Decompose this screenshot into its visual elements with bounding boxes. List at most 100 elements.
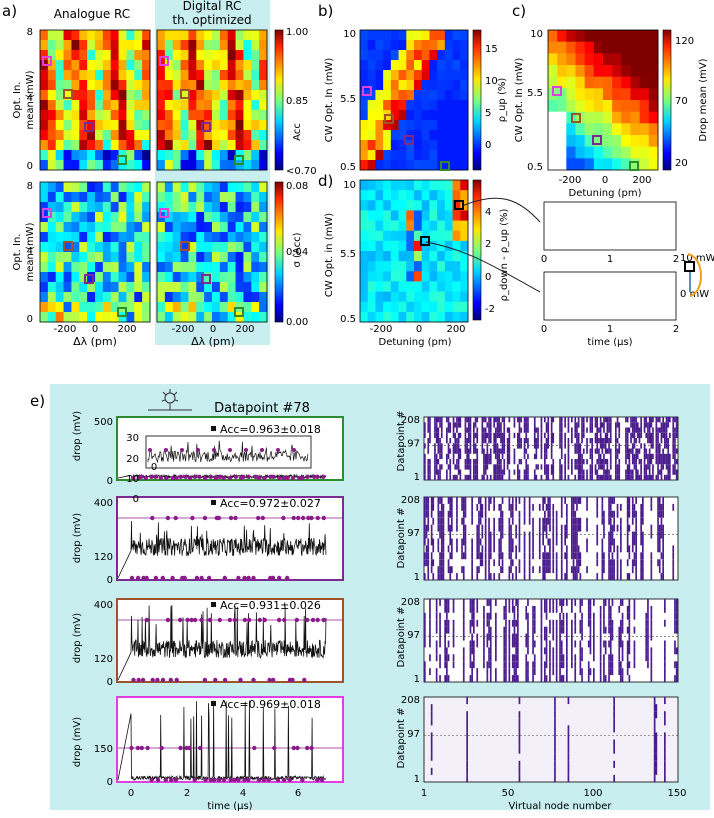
trace-frame-4 xyxy=(116,696,344,783)
raster-cell xyxy=(435,654,438,662)
raster-cell xyxy=(559,469,561,475)
raster-cell xyxy=(495,474,497,481)
raster-cell xyxy=(476,573,479,580)
raster-cell xyxy=(581,438,583,444)
raster-cell xyxy=(664,427,666,433)
readout-dot xyxy=(149,777,154,783)
raster-cell xyxy=(549,545,551,553)
raster-cell xyxy=(572,503,575,511)
heatmap-cell xyxy=(180,242,189,253)
raster-cell xyxy=(594,464,597,470)
heatmap-cell xyxy=(390,301,399,313)
raster-cell xyxy=(427,497,430,504)
raster-cell xyxy=(552,566,555,574)
raster-cell xyxy=(464,545,467,553)
raster-cell xyxy=(650,524,653,532)
heatmap-cell xyxy=(414,90,423,101)
heatmap-cell xyxy=(227,212,236,223)
raster-cell xyxy=(587,668,590,676)
raster-cell xyxy=(555,531,558,539)
heatmap-cell xyxy=(243,202,252,213)
cbar-c-120: 120 xyxy=(675,36,694,47)
raster-cell xyxy=(572,531,575,539)
heatmap-cell xyxy=(142,212,151,223)
heatmap-cell xyxy=(593,111,604,124)
raster-cell xyxy=(603,654,605,662)
raster-cell xyxy=(518,697,521,705)
raster-cell xyxy=(495,640,497,648)
raster-cell xyxy=(430,718,433,726)
heatmap-cell xyxy=(172,110,181,121)
heatmap-cell xyxy=(452,301,461,313)
raster-cell xyxy=(609,612,612,620)
raster-cell xyxy=(647,612,649,620)
raster-cell xyxy=(456,510,458,518)
raster-cell xyxy=(533,438,536,444)
heatmap-cell xyxy=(134,140,143,151)
heatmap-cell xyxy=(126,242,135,253)
raster-cell xyxy=(574,510,577,518)
raster-cell xyxy=(613,573,615,580)
raster-cell xyxy=(618,427,621,433)
raster-cell xyxy=(664,438,666,444)
heatmap-cell xyxy=(421,311,430,323)
raster-cell xyxy=(635,531,637,539)
heatmap-cell xyxy=(621,111,631,124)
raster-cell xyxy=(621,668,624,676)
raster-cell xyxy=(653,739,656,747)
raster-cell xyxy=(476,605,479,613)
heatmap-cell xyxy=(71,292,80,303)
heatmap-cell xyxy=(196,160,205,171)
raster-cell xyxy=(608,497,610,504)
raster-cell xyxy=(576,524,578,532)
raster-cell xyxy=(609,448,612,454)
raster-cell xyxy=(473,474,475,481)
raster-cell xyxy=(435,640,438,648)
raster-cell xyxy=(500,552,502,560)
heatmap-cell xyxy=(367,311,376,323)
heatmap-cell xyxy=(102,110,112,121)
raster-cell xyxy=(675,422,678,428)
raster-cell xyxy=(489,605,492,613)
raster-cell xyxy=(513,661,516,669)
readout-dot xyxy=(203,777,208,783)
raster-cell xyxy=(567,417,570,423)
raster-cell xyxy=(604,417,607,423)
inset-e-y0: 0 xyxy=(133,494,139,505)
heatmap-cell xyxy=(40,252,49,263)
raster-cell xyxy=(608,661,610,669)
heatmap-cell xyxy=(227,40,236,51)
raster-cell xyxy=(462,573,465,580)
raster-cell xyxy=(550,448,553,454)
raster-cell xyxy=(599,633,602,641)
heatmap-cell xyxy=(452,281,461,292)
heatmap-cell xyxy=(219,110,229,121)
heatmap-cell xyxy=(243,100,252,111)
raster-cell xyxy=(643,427,646,433)
raster-cell xyxy=(544,661,546,669)
readout-dot xyxy=(281,515,286,521)
raster-xtick-150: 150 xyxy=(667,788,686,799)
raster-cell xyxy=(466,774,468,782)
heatmap-cell xyxy=(243,40,252,51)
raster-cell xyxy=(466,697,468,705)
heatmap-cell xyxy=(575,65,586,78)
readout-dot xyxy=(282,617,287,623)
raster-cell xyxy=(672,448,675,454)
heatmap-cell xyxy=(134,60,143,71)
heatmap-cell xyxy=(437,40,446,51)
raster-cell xyxy=(598,438,600,444)
heatmap-cell xyxy=(102,150,112,161)
heatmap-b xyxy=(359,29,469,171)
raster-cell xyxy=(554,711,556,719)
raster-cell xyxy=(545,443,548,449)
heatmap-cell xyxy=(71,312,80,323)
raster-cell xyxy=(501,448,504,454)
raster-cell xyxy=(535,474,538,481)
raster-cell xyxy=(633,552,636,560)
raster-cell xyxy=(574,640,577,648)
heatmap-cell xyxy=(164,292,174,303)
readout-dot xyxy=(257,617,262,623)
raster-cell xyxy=(655,746,658,754)
raster-cell xyxy=(650,552,653,560)
